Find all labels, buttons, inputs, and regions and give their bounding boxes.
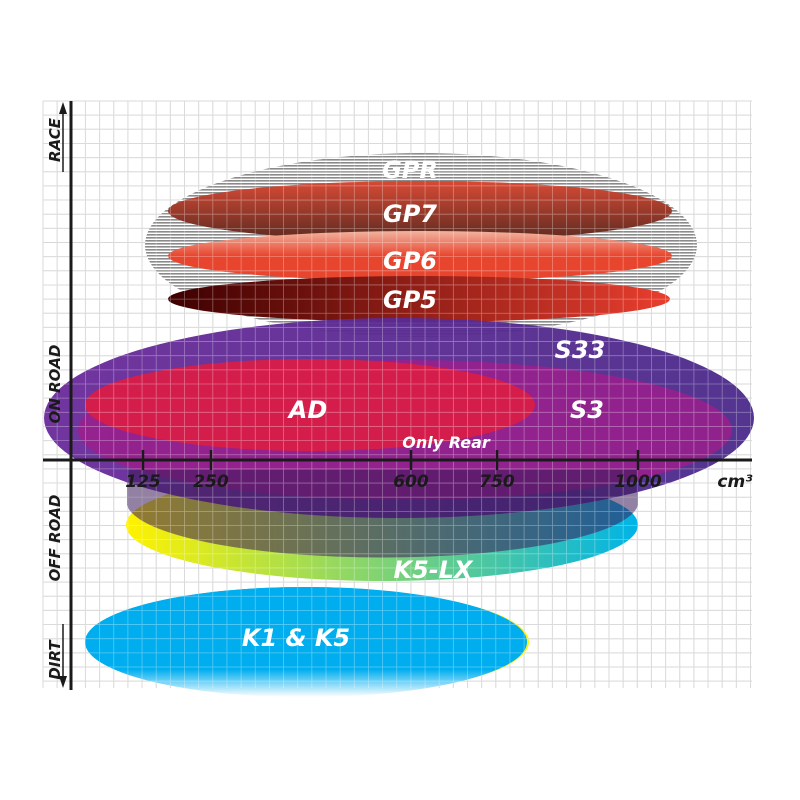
x-tick-label: 750	[479, 472, 515, 492]
overlap-region	[127, 470, 638, 558]
gp6-label: GP6	[383, 247, 437, 275]
axes: 125 250 600 750 1000 cm³ RACE ON ROAD OFF ROAD DI…	[43, 101, 753, 690]
x-axis-unit: cm³	[717, 472, 753, 492]
gp6-region	[168, 231, 672, 281]
gp7-label: GP7	[383, 200, 437, 228]
y-category-label: ON ROAD	[46, 345, 64, 424]
y-category-label: DIRT	[46, 639, 64, 680]
gp7-region	[168, 181, 672, 241]
gp5-region	[168, 276, 670, 322]
arrow-down-icon	[59, 676, 67, 688]
k5-lx-label: K5-LX	[393, 556, 474, 584]
gpr-label: GPR	[382, 156, 438, 184]
x-tick-label: 125	[125, 472, 161, 492]
y-category-label: RACE	[46, 117, 64, 162]
k1-k5-label: K1 & K5	[242, 624, 350, 652]
x-tick-label: 250	[193, 472, 229, 492]
x-tick-label: 600	[393, 472, 429, 492]
only-rear-label-label: Only Rear	[402, 433, 491, 452]
ad-region	[85, 359, 535, 451]
s33-label: S33	[555, 336, 606, 364]
ad-label: AD	[287, 396, 328, 424]
arrow-up-icon	[59, 102, 67, 114]
x-tick-label: 1000	[614, 472, 661, 492]
gp5-label: GP5	[383, 286, 437, 314]
s3-label: S3	[570, 396, 604, 424]
y-category-label: OFF ROAD	[46, 495, 64, 582]
